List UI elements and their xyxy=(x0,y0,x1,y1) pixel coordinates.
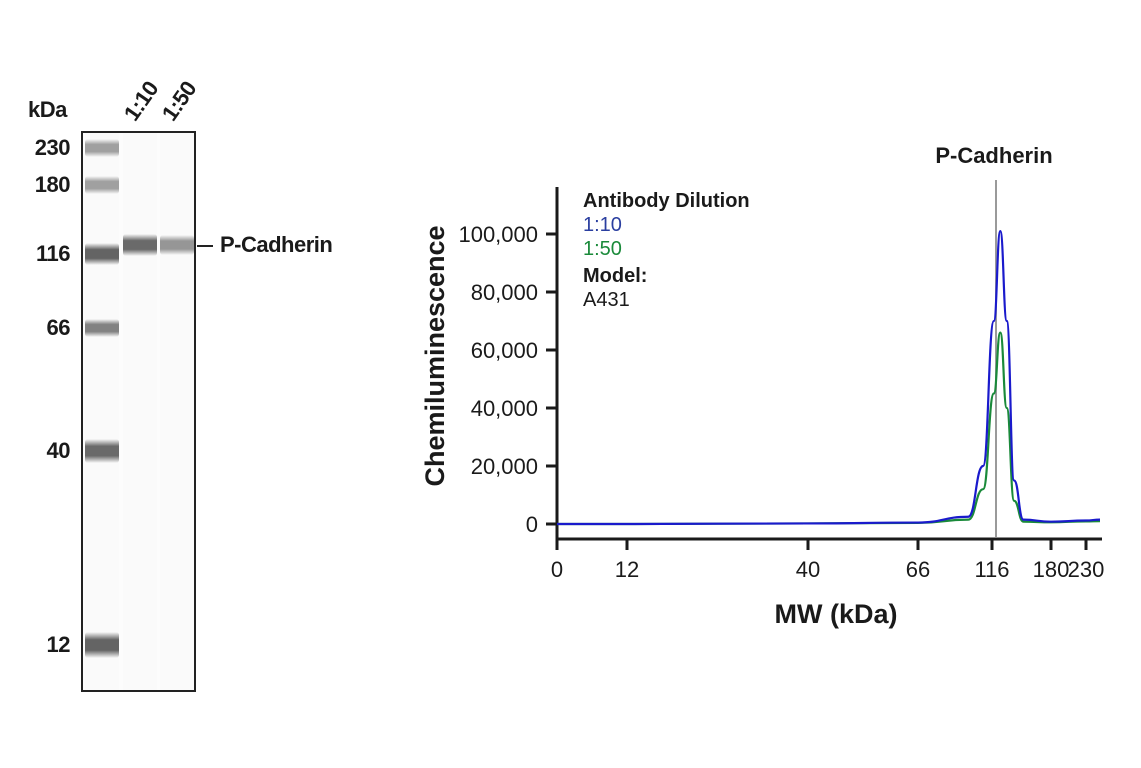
y-tick-label: 20,000 xyxy=(471,454,538,479)
x-tick-label: 66 xyxy=(906,557,930,582)
legend-title: Antibody Dilution xyxy=(583,190,750,212)
y-tick-label: 0 xyxy=(526,512,538,537)
ladder-band xyxy=(85,243,119,265)
ladder-band xyxy=(85,139,119,157)
ladder-band xyxy=(85,439,119,463)
legend-model-title: Model: xyxy=(583,265,648,287)
legend-model-value: A431 xyxy=(583,289,630,311)
gel-image xyxy=(81,131,196,692)
peak-annotation-label: P-Cadherin xyxy=(935,143,1052,168)
ladder-band xyxy=(85,319,119,337)
gel-target-label: P-Cadherin xyxy=(220,232,333,257)
y-axis-label: Chemiluminescence xyxy=(420,225,450,486)
target-pointer-line xyxy=(197,245,213,247)
series-group xyxy=(557,229,1101,526)
ladder-label-180: 180 xyxy=(34,172,71,197)
ladder-lane xyxy=(85,133,119,690)
y-tick-label: 80,000 xyxy=(471,280,538,305)
legend-entry-1-10: 1:10 xyxy=(583,214,622,236)
ladder-label-40: 40 xyxy=(46,438,71,463)
ladder-label-230: 230 xyxy=(34,135,71,160)
y-tick-label: 60,000 xyxy=(471,338,538,363)
sample-band xyxy=(123,234,157,256)
x-axis-label: MW (kDa) xyxy=(775,599,898,629)
y-tick-label: 40,000 xyxy=(471,396,538,421)
y-axis: 0 20,000 40,000 60,000 80,000 100,000 xyxy=(458,187,559,539)
x-tick-label: 40 xyxy=(796,557,820,582)
sample-band xyxy=(160,235,194,255)
ladder-label-12: 12 xyxy=(46,632,71,657)
x-tick-label: 116 xyxy=(974,557,1009,582)
y-tick-label: 100,000 xyxy=(458,222,538,247)
ladder-label-116: 116 xyxy=(36,241,71,266)
x-tick-label: 230 xyxy=(1068,557,1105,582)
ladder-band xyxy=(85,176,119,194)
sample-lane-2 xyxy=(160,133,194,690)
x-tick-label: 12 xyxy=(615,557,639,582)
ladder-band xyxy=(85,632,119,658)
series-line-1-10 xyxy=(557,229,1101,526)
x-tick-label: 0 xyxy=(551,557,563,582)
x-tick-label: 180 xyxy=(1033,557,1070,582)
legend-entry-1-50: 1:50 xyxy=(583,238,622,260)
gel-unit-label: kDa xyxy=(28,97,67,122)
ladder-label-66: 66 xyxy=(46,315,71,340)
sample-lane-1 xyxy=(123,133,157,690)
chart-legend: Antibody Dilution 1:10 1:50 Model: A431 xyxy=(583,189,750,312)
